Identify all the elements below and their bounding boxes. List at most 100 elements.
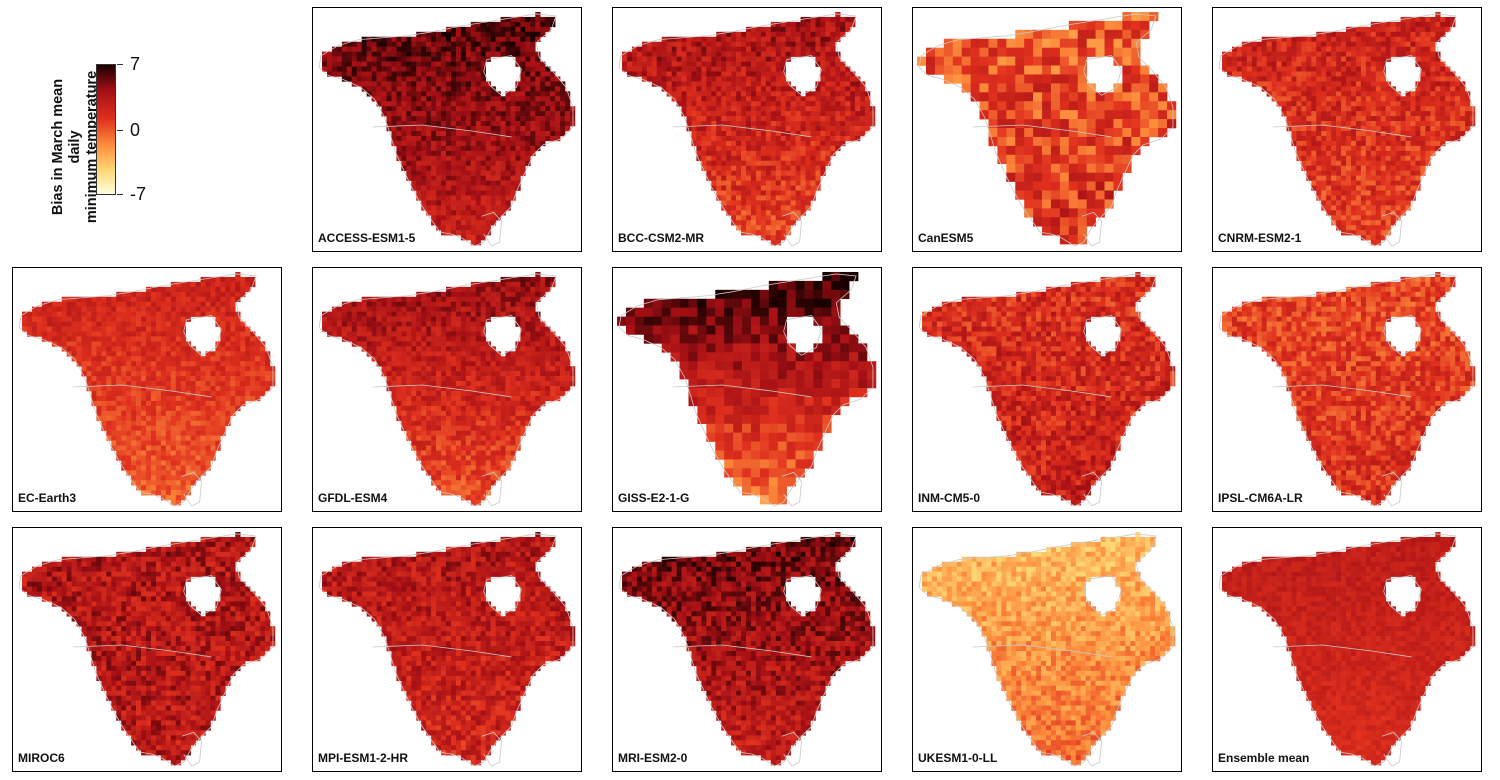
grid-cell: [180, 306, 186, 312]
grid-cell: [121, 291, 127, 298]
grid-cell: [825, 56, 831, 62]
grid-cell: [1122, 92, 1132, 102]
grid-cell: [1006, 74, 1016, 84]
grid-cell: [716, 150, 722, 157]
grid-cell: [1131, 65, 1141, 75]
grid-cell: [800, 101, 806, 107]
grid-cell: [1405, 165, 1411, 171]
grid-cell: [696, 76, 702, 82]
grid-cell: [416, 71, 422, 77]
grid-cell: [1380, 96, 1386, 102]
grid-cell: [26, 321, 33, 327]
grid-cell: [765, 116, 772, 122]
grid-cell: [865, 126, 871, 132]
grid-cell: [661, 76, 667, 82]
grid-cell: [525, 41, 531, 47]
grid-cell: [1042, 163, 1052, 173]
grid-cell: [1326, 165, 1332, 171]
grid-cell: [1015, 56, 1025, 66]
grid-cell: [66, 316, 72, 322]
grid-cell: [1301, 135, 1307, 142]
grid-cell: [1341, 71, 1347, 77]
grid-cell: [1271, 51, 1277, 57]
grid-cell: [1346, 225, 1352, 231]
grid-cell: [1321, 51, 1327, 57]
grid-cell: [91, 366, 97, 372]
grid-cell: [1296, 71, 1302, 77]
grid-cell: [525, 160, 531, 166]
grid-cell: [731, 76, 737, 82]
grid-cell: [731, 56, 737, 62]
grid-cell: [1251, 61, 1258, 67]
grid-cell: [1380, 56, 1386, 62]
grid-cell: [726, 51, 732, 57]
grid-cell: [760, 195, 767, 201]
grid-cell: [780, 195, 786, 201]
grid-cell: [190, 356, 196, 362]
grid-cell: [1450, 106, 1456, 112]
grid-cell: [760, 101, 767, 107]
grid-cell: [1321, 36, 1327, 43]
grid-cell: [716, 195, 722, 201]
grid-cell: [820, 145, 826, 152]
grid-cell: [1355, 61, 1362, 67]
grid-cell: [1370, 61, 1377, 67]
grid-cell: [490, 145, 496, 152]
grid-cell: [1385, 86, 1391, 92]
grid-cell: [755, 225, 762, 231]
grid-cell: [230, 356, 236, 362]
grid-cell: [1380, 46, 1386, 52]
grid-cell: [805, 150, 811, 157]
grid-cell: [230, 281, 236, 288]
grid-cell: [131, 346, 137, 352]
grid-cell: [1355, 81, 1362, 87]
grid-cell: [515, 21, 521, 28]
grid-cell: [235, 356, 241, 362]
grid-cell: [485, 31, 491, 38]
grid-cell: [760, 180, 767, 186]
grid-cell: [1360, 160, 1367, 166]
grid-cell: [1425, 116, 1431, 122]
grid-cell: [760, 210, 767, 216]
grid-cell: [480, 220, 486, 226]
grid-cell: [81, 301, 87, 307]
grid-cell: [1331, 130, 1337, 137]
grid-cell: [485, 180, 491, 186]
grid-cell: [731, 96, 737, 102]
grid-cell: [1380, 165, 1386, 171]
grid-cell: [450, 71, 457, 77]
grid-cell: [436, 126, 442, 132]
grid-cell: [175, 336, 182, 342]
grid-cell: [1390, 190, 1396, 196]
grid-cell: [495, 195, 501, 201]
grid-cell: [136, 351, 142, 357]
grid-cell: [1360, 41, 1367, 47]
grid-cell: [1365, 150, 1372, 157]
grid-cell: [141, 326, 147, 332]
grid-cell: [1306, 130, 1312, 137]
grid-cell: [450, 31, 457, 38]
grid-cell: [1306, 135, 1312, 142]
grid-cell: [146, 336, 152, 342]
grid-cell: [510, 101, 516, 107]
grid-cell: [431, 165, 437, 171]
grid-cell: [1390, 145, 1396, 152]
grid-cell: [1365, 175, 1372, 181]
grid-cell: [860, 130, 866, 137]
grid-cell: [446, 170, 452, 176]
grid-cell: [1077, 29, 1087, 40]
grid-cell: [1355, 71, 1362, 77]
grid-cell: [391, 61, 397, 67]
grid-cell: [455, 205, 462, 211]
grid-cell: [1122, 110, 1132, 120]
grid-cell: [465, 51, 472, 57]
grid-cell: [1015, 38, 1025, 48]
grid-cell: [800, 51, 806, 57]
grid-cell: [465, 165, 472, 171]
grid-cell: [1276, 86, 1282, 92]
grid-cell: [1077, 83, 1087, 93]
grid-cell: [716, 121, 722, 127]
grid-cell: [170, 346, 177, 352]
grid-cell: [1405, 180, 1411, 186]
grid-cell: [421, 190, 427, 196]
